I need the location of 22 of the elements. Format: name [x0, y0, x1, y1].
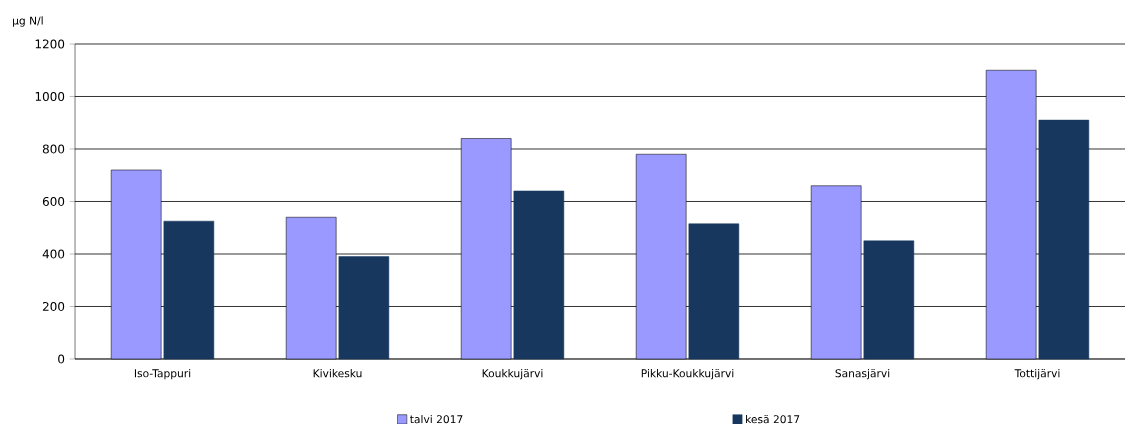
legend-label: talvi 2017 [410, 415, 463, 424]
y-axis-title: µg N/l [13, 16, 43, 27]
x-tick-label: Iso-Tappuri [134, 369, 191, 380]
y-tick-label: 1200 [35, 39, 65, 49]
y-tick-label: 800 [42, 144, 65, 154]
bar [1038, 119, 1090, 360]
bar [863, 240, 915, 360]
x-tick-label: Tottijärvi [1014, 369, 1060, 380]
legend-label: kesä 2017 [746, 415, 800, 424]
bar [688, 223, 740, 360]
x-tick-label: Sanasjärvi [835, 369, 890, 380]
x-tick-label: Pikku-Koukkujärvi [641, 369, 734, 380]
y-tick-label: 200 [42, 301, 65, 312]
bar [163, 220, 215, 360]
y-tick-label: 600 [42, 196, 65, 207]
x-tick-label: Kivikesku [313, 369, 362, 378]
y-tick-label: 400 [42, 249, 65, 259]
y-tick-label: 0 [58, 354, 65, 364]
y-tick-label: 1000 [35, 91, 65, 102]
x-tick-label: Koukkujärvi [482, 369, 543, 380]
bar [513, 190, 565, 360]
bar [338, 256, 390, 360]
